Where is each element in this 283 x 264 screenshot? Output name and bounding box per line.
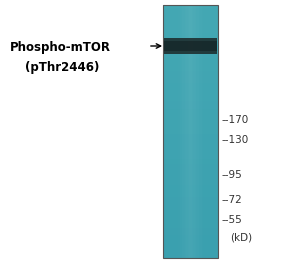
Text: --170: --170: [222, 115, 249, 125]
Text: --95: --95: [222, 170, 243, 180]
Text: --130: --130: [222, 135, 249, 145]
Text: (pThr2446): (pThr2446): [25, 62, 99, 74]
Text: (kD): (kD): [230, 233, 252, 243]
Text: --72: --72: [222, 195, 243, 205]
Text: --55: --55: [222, 215, 243, 225]
Text: Phospho-mTOR: Phospho-mTOR: [10, 41, 111, 54]
Bar: [163, 5, 218, 258]
Bar: [164, 38, 217, 54]
Bar: [164, 41, 217, 51]
